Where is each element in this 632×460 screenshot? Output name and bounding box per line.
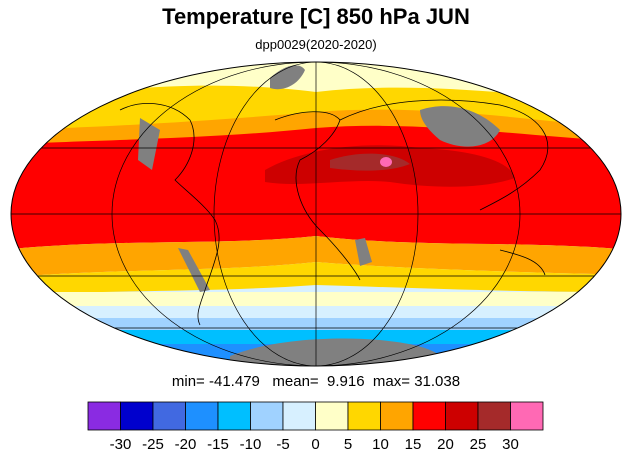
statistics-line: min= -41.479 mean= 9.916 max= 31.038: [0, 373, 632, 390]
colorbar-tick-label: -5: [276, 436, 289, 453]
colorbar-tick-label: 0: [311, 436, 319, 453]
colorbar-tick-label: 15: [405, 436, 422, 453]
colorbar-tick-label: 5: [344, 436, 352, 453]
colorbar-swatch: [250, 401, 284, 431]
colorbar-swatch: [217, 401, 251, 431]
colorbar-swatch: [87, 401, 121, 431]
colorbar-swatch: [282, 401, 316, 431]
colorbar-swatch: [315, 401, 349, 431]
globe-outline: [10, 61, 622, 367]
colorbar-swatch: [412, 401, 446, 431]
graticule: [11, 62, 621, 366]
plot-subtitle: dpp0029(2020-2020): [255, 37, 377, 52]
colorbar-swatch: [347, 401, 381, 431]
colorbar-tick-label: 20: [437, 436, 454, 453]
colorbar-swatch: [185, 401, 219, 431]
min-value: -41.479: [209, 373, 260, 390]
colorbar-swatch: [445, 401, 479, 431]
colorbar-swatch: [380, 401, 414, 431]
colorbar-swatch: [152, 401, 186, 431]
colorbar-tick-label: -10: [240, 436, 262, 453]
min-label: min=: [171, 373, 205, 390]
coastlines: [119, 99, 549, 326]
colorbar-tick-label: -20: [175, 436, 197, 453]
max-value: 31.038: [414, 373, 461, 390]
mean-label: mean=: [272, 373, 319, 390]
colorbar-tick-label: 30: [502, 436, 519, 453]
colorbar-tick-label: -15: [207, 436, 229, 453]
max-label: max=: [372, 373, 411, 390]
mean-value: 9.916: [327, 373, 365, 390]
plot-title: Temperature [C] 850 hPa JUN: [162, 4, 470, 29]
colorbar-tick-label: 10: [372, 436, 389, 453]
colorbar-tick-label: 25: [470, 436, 487, 453]
colorbar-swatch: [477, 401, 511, 431]
colorbar-swatch: [120, 401, 154, 431]
colorbar-tick-label: -25: [142, 436, 164, 453]
temperature-map: [10, 61, 622, 367]
colorbar-swatch: [510, 401, 544, 431]
colorbar-tick-label: -30: [110, 436, 132, 453]
